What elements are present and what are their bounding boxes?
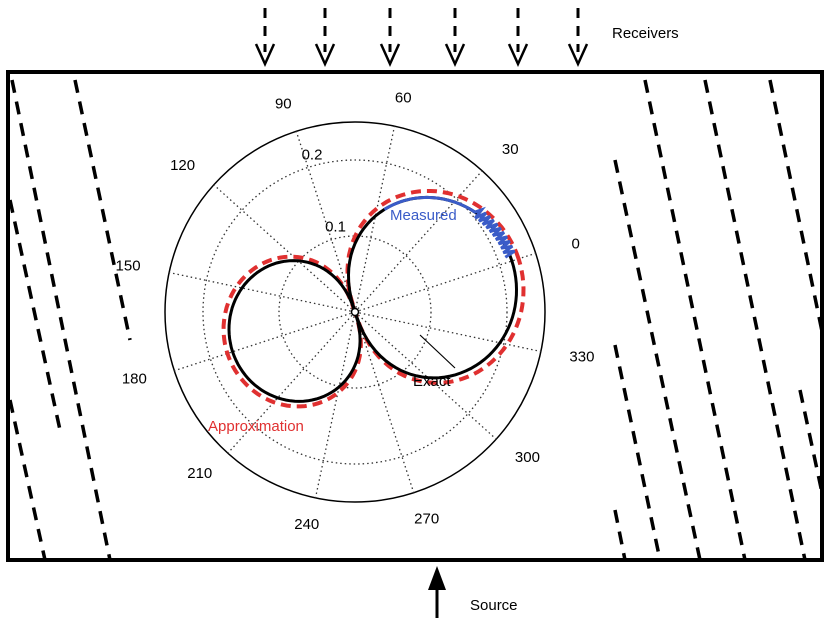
angle-spoke	[174, 311, 356, 372]
radial-label: 0.1	[325, 219, 346, 236]
angle-spoke	[354, 311, 541, 353]
angle-label: 270	[414, 510, 439, 527]
angle-spoke	[213, 184, 356, 313]
wavefronts	[10, 79, 820, 558]
angle-label: 150	[116, 258, 141, 275]
angle-label: 330	[569, 348, 594, 365]
radial-label: 0.2	[302, 146, 323, 163]
angle-spoke	[354, 170, 483, 313]
angle-label: 180	[122, 370, 147, 387]
angle-label: 30	[502, 141, 519, 158]
angle-spoke	[354, 311, 497, 440]
exact-curve	[227, 195, 519, 403]
angle-spoke	[354, 252, 536, 313]
source-label: Source	[470, 597, 518, 614]
angle-spoke	[354, 311, 415, 493]
patterns	[221, 189, 526, 409]
measured-label: Measured	[390, 207, 457, 224]
receiver-arrows	[254, 6, 589, 68]
angle-spoke	[295, 131, 356, 313]
medium-box	[6, 70, 824, 562]
measured-curve	[383, 195, 516, 259]
angle-spoke	[314, 311, 356, 498]
angle-label: 210	[187, 465, 212, 482]
angle-label: 120	[170, 157, 195, 174]
receivers-label: Receivers	[612, 25, 679, 42]
radial-grid	[202, 159, 508, 465]
angle-label: 0	[571, 236, 579, 253]
angle-label: 60	[395, 90, 412, 107]
exact-label: Exact	[413, 373, 451, 390]
angle-spoke	[227, 311, 356, 454]
radial-grid	[278, 235, 432, 389]
angle-label: 240	[294, 516, 319, 533]
angle-spoke	[354, 126, 396, 313]
source-arrow	[428, 566, 446, 618]
origin	[350, 307, 360, 317]
exact-pointer	[419, 334, 456, 369]
approximation-label: Approximation	[208, 418, 304, 435]
angle-spoke	[169, 271, 356, 313]
angle-label: 90	[275, 96, 292, 113]
angle-label: 300	[515, 449, 540, 466]
approximation-curve	[221, 189, 526, 409]
